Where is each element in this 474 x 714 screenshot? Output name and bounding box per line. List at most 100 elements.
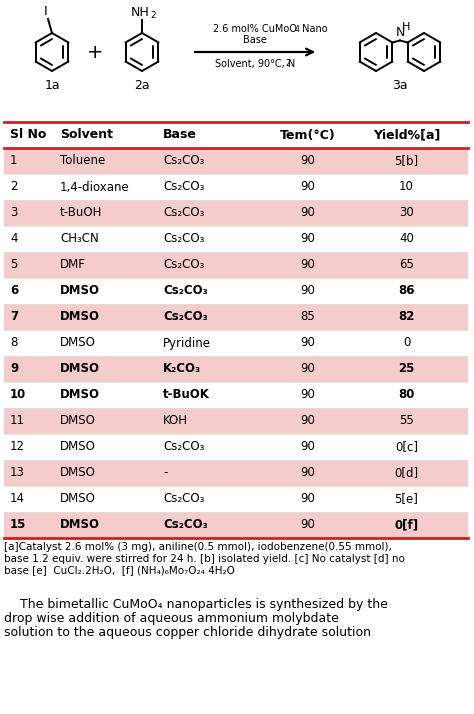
- Text: 12: 12: [10, 441, 25, 453]
- Text: Nano: Nano: [299, 24, 328, 34]
- Text: 5: 5: [10, 258, 18, 271]
- Text: 10: 10: [10, 388, 26, 401]
- Text: 82: 82: [398, 311, 415, 323]
- Text: 90: 90: [300, 493, 315, 506]
- Text: 65: 65: [399, 258, 414, 271]
- Text: H: H: [402, 21, 410, 31]
- Text: Cs₂CO₃: Cs₂CO₃: [163, 181, 204, 193]
- Text: 90: 90: [300, 181, 315, 193]
- Text: Sl No: Sl No: [10, 129, 46, 141]
- Text: drop wise addition of aqueous ammonium molybdate: drop wise addition of aqueous ammonium m…: [4, 612, 339, 625]
- Text: 14: 14: [10, 493, 25, 506]
- Text: 2.6 mol% CuMoO: 2.6 mol% CuMoO: [213, 24, 297, 34]
- Text: DMF: DMF: [60, 258, 86, 271]
- Text: base 1.2 equiv. were stirred for 24 h. [b] isolated yield. [c] No catalyst [d] n: base 1.2 equiv. were stirred for 24 h. […: [4, 553, 405, 563]
- Text: 0: 0: [403, 336, 410, 349]
- Bar: [4, 460, 468, 486]
- Text: Cs₂CO₃: Cs₂CO₃: [163, 441, 204, 453]
- Text: N: N: [395, 26, 405, 39]
- Text: 4: 4: [295, 25, 300, 34]
- Text: 2a: 2a: [134, 79, 150, 92]
- Bar: [4, 408, 468, 434]
- Bar: [4, 174, 468, 200]
- Bar: [4, 148, 468, 174]
- Text: 25: 25: [398, 363, 415, 376]
- Text: Tem(°C): Tem(°C): [280, 129, 336, 141]
- Text: Solvent, 90°C, N: Solvent, 90°C, N: [215, 59, 295, 69]
- Text: The bimetallic CuMoO₄ nanoparticles is synthesized by the: The bimetallic CuMoO₄ nanoparticles is s…: [4, 598, 388, 611]
- Text: 9: 9: [10, 363, 18, 376]
- Text: I: I: [44, 5, 48, 18]
- Text: Yield%[a]: Yield%[a]: [373, 129, 440, 141]
- Text: Cs₂CO₃: Cs₂CO₃: [163, 518, 208, 531]
- Bar: [4, 486, 468, 512]
- Text: DMSO: DMSO: [60, 441, 96, 453]
- Text: 90: 90: [300, 363, 315, 376]
- Text: Cs₂CO₃: Cs₂CO₃: [163, 233, 204, 246]
- Text: DMSO: DMSO: [60, 311, 100, 323]
- Text: Base: Base: [163, 129, 197, 141]
- Text: 6: 6: [10, 284, 18, 298]
- Text: 90: 90: [300, 336, 315, 349]
- Text: t-BuOK: t-BuOK: [163, 388, 210, 401]
- Text: 2: 2: [150, 11, 155, 20]
- Bar: [4, 278, 468, 304]
- Text: 3a: 3a: [392, 79, 408, 92]
- Text: DMSO: DMSO: [60, 388, 100, 401]
- Text: Base: Base: [243, 35, 267, 45]
- Text: 1: 1: [10, 154, 18, 168]
- Bar: [4, 512, 468, 538]
- Text: 0[c]: 0[c]: [395, 441, 418, 453]
- Text: Toluene: Toluene: [60, 154, 105, 168]
- Text: Cs₂CO₃: Cs₂CO₃: [163, 311, 208, 323]
- Text: 4: 4: [10, 233, 18, 246]
- Bar: [4, 330, 468, 356]
- Bar: [4, 226, 468, 252]
- Text: base [e]  CuCl₂.2H₂O,  [f] (NH₄)₆Mo₇O₂₄ 4H₂O: base [e] CuCl₂.2H₂O, [f] (NH₄)₆Mo₇O₂₄ 4H…: [4, 565, 235, 575]
- Text: DMSO: DMSO: [60, 363, 100, 376]
- Text: 86: 86: [398, 284, 415, 298]
- Text: Cs₂CO₃: Cs₂CO₃: [163, 258, 204, 271]
- Text: t-BuOH: t-BuOH: [60, 206, 102, 219]
- Text: 85: 85: [300, 311, 315, 323]
- Text: 8: 8: [10, 336, 18, 349]
- Text: 11: 11: [10, 415, 25, 428]
- Bar: [4, 200, 468, 226]
- Text: NH: NH: [131, 6, 149, 19]
- Text: 10: 10: [399, 181, 414, 193]
- Text: 90: 90: [300, 284, 315, 298]
- Text: 2: 2: [286, 59, 291, 68]
- Text: Pyridine: Pyridine: [163, 336, 211, 349]
- Text: 1a: 1a: [44, 79, 60, 92]
- Bar: [4, 434, 468, 460]
- Bar: [4, 382, 468, 408]
- Text: 90: 90: [300, 415, 315, 428]
- Text: K₂CO₃: K₂CO₃: [163, 363, 201, 376]
- Text: +: +: [87, 43, 103, 61]
- Text: DMSO: DMSO: [60, 466, 96, 480]
- Text: 30: 30: [399, 206, 414, 219]
- Text: [a]Catalyst 2.6 mol% (3 mg), aniline(0.5 mmol), iodobenzene(0.55 mmol),: [a]Catalyst 2.6 mol% (3 mg), aniline(0.5…: [4, 542, 392, 552]
- Text: 90: 90: [300, 258, 315, 271]
- Text: 90: 90: [300, 233, 315, 246]
- Text: 15: 15: [10, 518, 27, 531]
- Text: DMSO: DMSO: [60, 493, 96, 506]
- Bar: [4, 252, 468, 278]
- Text: 13: 13: [10, 466, 25, 480]
- Text: 90: 90: [300, 206, 315, 219]
- Text: 5[e]: 5[e]: [394, 493, 419, 506]
- Text: DMSO: DMSO: [60, 518, 100, 531]
- Text: 0[d]: 0[d]: [394, 466, 419, 480]
- Text: KOH: KOH: [163, 415, 188, 428]
- Text: -: -: [163, 466, 167, 480]
- Text: 3: 3: [10, 206, 18, 219]
- Text: 2: 2: [10, 181, 18, 193]
- Text: Solvent: Solvent: [60, 129, 113, 141]
- Text: 90: 90: [300, 441, 315, 453]
- Text: 40: 40: [399, 233, 414, 246]
- Text: 5[b]: 5[b]: [394, 154, 419, 168]
- Text: 90: 90: [300, 154, 315, 168]
- Text: 7: 7: [10, 311, 18, 323]
- Text: 90: 90: [300, 466, 315, 480]
- Text: 90: 90: [300, 388, 315, 401]
